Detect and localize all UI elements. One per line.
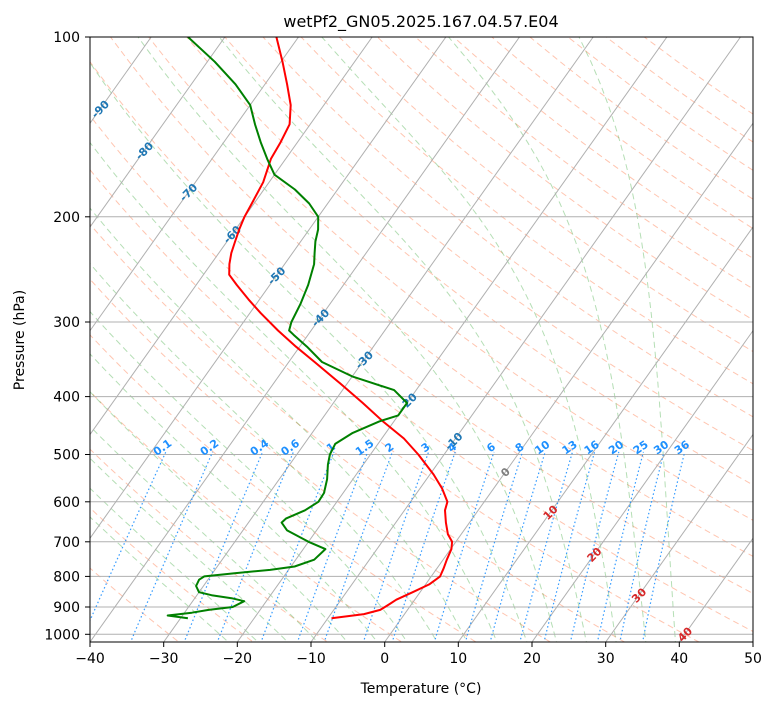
moist-adiabat (90, 487, 259, 642)
x-tick-label: 40 (670, 651, 688, 667)
y-tick-label: 300 (53, 315, 80, 331)
mixing-ratio-line (489, 451, 546, 642)
y-tick-label: 100 (53, 30, 80, 46)
dry-adiabat (300, 37, 753, 385)
dry-adiabat (338, 37, 753, 353)
x-tick-label: 50 (744, 651, 762, 667)
mixing-ratio-line (619, 451, 665, 642)
plot-area: 0.10.20.40.611.52346810131620253036-100-… (90, 37, 753, 642)
y-tick-label: 400 (53, 390, 80, 406)
mixing-ratio-line (641, 451, 686, 642)
y-tick-label: 700 (53, 535, 80, 551)
y-axis-ticks: 1000 900 800 700 600 500 400 300 200 100 (44, 30, 90, 643)
x-tick-label: −20 (223, 651, 253, 667)
dry-adiabat (90, 168, 700, 642)
y-tick-label: 200 (53, 210, 80, 226)
y-tick-label: 800 (53, 569, 80, 585)
dry-adiabat (110, 37, 753, 557)
isotherm (90, 37, 299, 332)
mixing-ratio-lines (90, 451, 686, 642)
y-tick-label: 1000 (44, 627, 80, 643)
mixing-ratio-line (90, 451, 167, 622)
mixing-ratio-line (391, 451, 456, 642)
moist-adiabat (578, 37, 676, 642)
temperature-line (228, 37, 454, 620)
pressure-gridlines (90, 37, 753, 635)
y-tick-label: 600 (53, 495, 80, 511)
isotherm (90, 37, 520, 642)
x-tick-label: 30 (597, 651, 615, 667)
dry-adiabat (90, 334, 477, 642)
moist-adiabat (90, 61, 528, 642)
dry-adiabat (90, 223, 626, 642)
moist-adiabat (137, 37, 558, 642)
mixing-ratio-line (362, 451, 430, 642)
moist-adiabat (218, 37, 587, 642)
y-axis-title: Pressure (hPa) (12, 290, 28, 390)
isotherm (678, 537, 753, 642)
x-tick-label: −40 (75, 651, 105, 667)
dry-adiabat (90, 60, 753, 595)
plot-frame (89, 36, 754, 643)
x-tick-label: 20 (523, 651, 541, 667)
dewpoint-line (166, 37, 408, 620)
moist-adiabat (90, 391, 348, 642)
isotherm (90, 37, 226, 228)
moist-adiabat (90, 516, 230, 642)
mixing-ratio-line (519, 451, 574, 642)
dry-adiabat (90, 507, 255, 642)
moist-adiabat (448, 37, 647, 642)
x-axis-ticks: −40 −30 −20 −10 0 10 20 30 40 50 (75, 642, 762, 667)
mixing-ratio-line (596, 451, 644, 642)
isotherm (310, 37, 741, 642)
moist-adiabat (90, 353, 378, 642)
isotherm (531, 329, 753, 642)
x-tick-label: 0 (380, 651, 389, 667)
mixing-ratio-line (433, 451, 495, 642)
moist-adiabat (90, 310, 408, 642)
y-tick-label: 900 (53, 600, 80, 616)
mixing-ratio-line (569, 451, 620, 642)
mixing-ratio-line (296, 451, 369, 642)
moist-adiabat (321, 37, 617, 642)
dry-adiabat (90, 278, 552, 642)
isotherm (163, 37, 594, 642)
isotherm (605, 433, 753, 642)
isotherm (90, 37, 447, 540)
profile-series (166, 37, 454, 620)
chart-title: wetPf2_GN05.2025.167.04.57.E04 (283, 12, 558, 32)
x-tick-label: −30 (149, 651, 179, 667)
isotherm (384, 122, 753, 642)
isotherm (457, 226, 753, 642)
dry-adiabat (377, 37, 753, 321)
mixing-ratio-line (323, 451, 393, 642)
y-tick-label: 500 (53, 448, 80, 464)
mixing-ratio-line (464, 451, 524, 642)
x-tick-label: −10 (296, 651, 326, 667)
moist-adiabat (90, 262, 438, 642)
mixing-ratio-line (543, 451, 596, 642)
dry-adiabat (148, 37, 753, 521)
moist-adiabat (90, 207, 468, 642)
x-tick-label: 10 (449, 651, 467, 667)
x-axis-title: Temperature (°C) (360, 681, 482, 697)
dry-adiabat (90, 114, 753, 633)
isotherm (90, 37, 373, 436)
